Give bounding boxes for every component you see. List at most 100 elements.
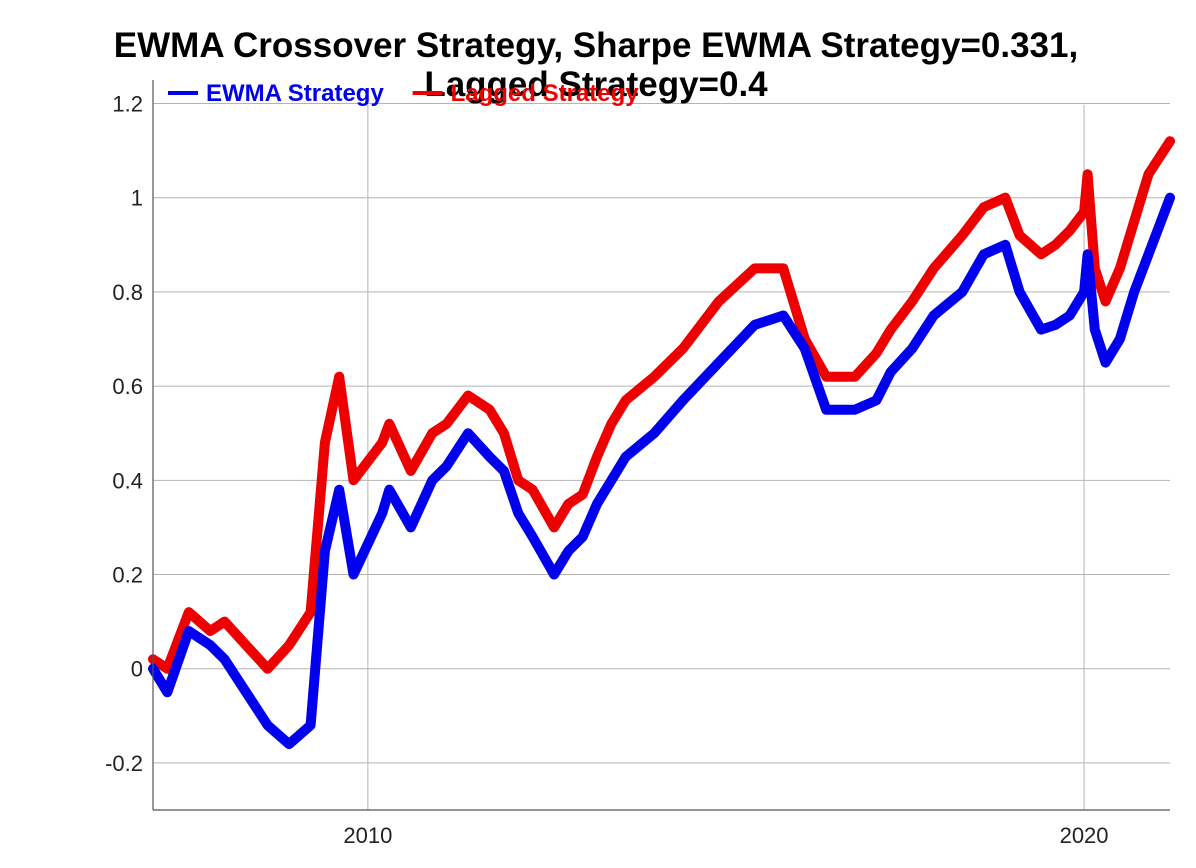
data-point <box>608 421 614 427</box>
data-point <box>1085 171 1091 177</box>
data-point <box>852 374 858 380</box>
data-point <box>1167 195 1173 201</box>
data-point <box>823 374 829 380</box>
data-point <box>1002 195 1008 201</box>
data-point <box>680 346 686 351</box>
data-point <box>1038 327 1044 333</box>
data-point <box>909 298 915 304</box>
y-tick-label: 0.4 <box>112 468 143 493</box>
series-layer <box>148 136 1175 750</box>
y-tick-label: -0.2 <box>105 751 143 776</box>
data-point <box>515 477 521 483</box>
data-point <box>408 468 414 474</box>
title-layer: EWMA Crossover Strategy, Sharpe EWMA Str… <box>114 26 1078 104</box>
data-point <box>530 487 536 493</box>
legend: EWMA Strategy Lagged Strategy <box>168 80 639 107</box>
data-point <box>1067 228 1073 234</box>
data-point <box>207 628 213 634</box>
data-point <box>322 548 328 554</box>
data-point <box>623 454 629 460</box>
data-point <box>959 289 965 295</box>
data-point <box>873 350 879 356</box>
data-point <box>379 440 385 446</box>
data-point <box>1167 138 1173 144</box>
data-point <box>1085 251 1091 257</box>
data-point <box>1052 242 1058 248</box>
data-point <box>594 454 600 460</box>
data-point <box>752 322 758 328</box>
data-point <box>286 741 292 747</box>
y-tick-label: 1 <box>131 186 143 211</box>
data-point <box>780 313 786 318</box>
legend-entry: EWMA Strategy <box>168 80 384 107</box>
data-point <box>222 656 228 662</box>
data-point <box>336 487 342 493</box>
data-point <box>716 360 722 366</box>
data-point <box>501 430 507 436</box>
data-point <box>1038 251 1044 257</box>
data-point <box>1017 232 1023 238</box>
y-tick-label: 0.8 <box>112 280 143 305</box>
data-point <box>1052 322 1058 328</box>
data-point <box>1131 218 1137 224</box>
data-point <box>1002 242 1008 248</box>
data-point <box>1146 251 1151 257</box>
data-point <box>243 642 249 648</box>
legend-entry: Lagged Strategy <box>412 80 639 107</box>
data-point <box>222 619 228 625</box>
data-point <box>823 407 829 413</box>
data-point <box>1103 298 1108 304</box>
data-point <box>444 463 450 469</box>
data-point <box>379 510 385 516</box>
data-point <box>322 440 328 446</box>
data-point <box>308 609 314 615</box>
data-point <box>1146 171 1151 177</box>
data-point <box>465 430 471 436</box>
data-point <box>408 524 414 530</box>
data-point <box>959 232 965 238</box>
data-point <box>580 492 586 497</box>
data-point <box>551 524 557 530</box>
data-point <box>386 487 392 493</box>
data-point <box>1067 313 1073 318</box>
data-point <box>909 346 915 351</box>
data-point <box>1017 289 1023 295</box>
data-point <box>487 454 493 460</box>
data-point <box>530 534 536 540</box>
data-point <box>164 689 170 695</box>
y-tick-label: 0.2 <box>112 563 143 588</box>
data-point <box>1117 336 1123 342</box>
data-point <box>852 407 858 413</box>
data-point <box>336 374 342 380</box>
axis-layer: 1.2 1 0.8 0.6 0.4 0.2 0 -0.2 2010 2020 <box>105 80 1170 848</box>
data-point <box>981 251 987 257</box>
data-point <box>651 430 657 436</box>
data-point <box>444 421 450 427</box>
data-point <box>429 477 435 483</box>
x-tick-label: 2020 <box>1060 823 1109 848</box>
data-point <box>873 397 879 403</box>
y-tick-label: 0.6 <box>112 374 143 399</box>
data-point <box>286 642 292 648</box>
y-tick-label: 1.2 <box>112 92 143 117</box>
data-point <box>580 534 586 540</box>
data-point <box>931 313 937 318</box>
data-point <box>265 666 271 672</box>
data-point <box>164 666 170 672</box>
data-point <box>1117 265 1123 271</box>
data-point <box>265 722 271 728</box>
data-point <box>186 609 192 615</box>
data-point <box>608 477 614 483</box>
y-tick-label: 0 <box>131 657 143 682</box>
data-point <box>1131 289 1137 295</box>
data-point <box>1081 209 1087 215</box>
data-point <box>651 374 657 380</box>
data-point <box>515 510 521 516</box>
data-point <box>551 572 557 577</box>
data-point <box>802 346 808 351</box>
data-point <box>680 397 686 403</box>
data-point <box>351 477 356 483</box>
data-point <box>888 327 894 333</box>
